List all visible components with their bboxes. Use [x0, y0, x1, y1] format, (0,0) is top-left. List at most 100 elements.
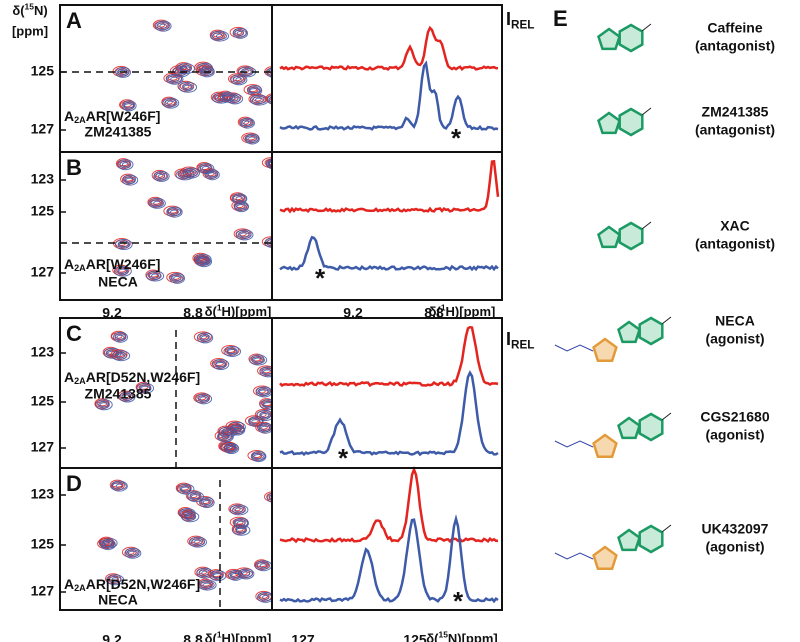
x-axis-label-part: N)[ppm] [448, 631, 498, 642]
contour [201, 570, 209, 576]
contour [265, 158, 272, 170]
contour [210, 30, 230, 42]
contour [199, 497, 215, 509]
contour [108, 575, 122, 584]
y-tick-label: 123 [31, 486, 55, 502]
contour [239, 117, 256, 129]
contour [258, 593, 272, 602]
ring [638, 412, 664, 442]
x-axis-label-part: H)[ppm] [222, 631, 272, 642]
spectrum-2d [94, 330, 272, 463]
x-tick-label: 9.2 [343, 305, 363, 321]
y-tick-label: 125 [31, 63, 55, 79]
contour [202, 500, 212, 506]
x-axis-label-part: H)[ppm] [446, 304, 496, 319]
sample-label: A2AAR[W246F] [64, 108, 160, 126]
contour [100, 539, 116, 551]
contour [267, 159, 272, 168]
contour [207, 172, 217, 178]
contour [257, 365, 272, 377]
x-axis-label-part: 1 [217, 630, 222, 640]
contour [199, 396, 208, 402]
contour [260, 425, 271, 431]
contour [147, 196, 164, 208]
contour [124, 176, 136, 185]
y-tick-label: 125 [31, 536, 55, 552]
contour [126, 549, 140, 558]
contour [220, 442, 239, 454]
contour [236, 204, 247, 210]
panel-frame [271, 317, 503, 469]
contour [199, 66, 215, 78]
contour [197, 578, 214, 590]
contour [256, 561, 271, 570]
x-axis-label: δ(1H)[ppm] [205, 303, 272, 320]
sample-label-part: 2A [74, 584, 86, 594]
contour [200, 67, 214, 76]
compound-name: XAC [720, 218, 750, 234]
x-axis-label: δ(15N)[ppm] [426, 630, 497, 642]
ring [617, 528, 641, 552]
panel-frame [271, 4, 503, 153]
contour [253, 559, 269, 571]
contour [173, 275, 182, 281]
contour [114, 333, 127, 342]
contour [230, 572, 241, 578]
contour [169, 272, 186, 284]
contour [232, 27, 249, 39]
contour [215, 33, 224, 39]
ligand-label: NECA [98, 274, 138, 290]
y-tick-label: 127 [31, 439, 55, 455]
contour [221, 93, 234, 102]
contour [212, 573, 224, 579]
ring [597, 27, 621, 51]
contour [99, 402, 109, 408]
contour [260, 412, 270, 418]
contour [227, 348, 238, 354]
contour [123, 103, 135, 109]
contour [151, 169, 168, 181]
i-rel-label: IREL [506, 9, 534, 32]
contour [166, 100, 176, 106]
contour [266, 492, 272, 501]
asterisk: * [315, 263, 326, 293]
contour [124, 547, 142, 559]
ligand-label: ZM241385 [85, 124, 152, 140]
contour [251, 356, 265, 365]
contour [113, 265, 132, 277]
contour [171, 274, 184, 283]
compound-name: Caffeine [707, 20, 762, 36]
contour [184, 512, 197, 521]
contour [117, 159, 134, 171]
trace-red [279, 325, 499, 388]
panel-letter: B [66, 155, 82, 180]
contour [266, 492, 272, 503]
contour [201, 498, 213, 507]
contour [215, 361, 227, 367]
contour [212, 571, 224, 580]
trace-blue [279, 514, 499, 604]
contour [115, 66, 131, 78]
contour [232, 75, 246, 84]
contour [190, 494, 201, 500]
contour [262, 369, 272, 375]
sample-label: A2AAR[W246F] [64, 256, 160, 274]
x-tick-label: 125 [403, 632, 427, 642]
contour [247, 136, 257, 142]
contour [227, 73, 246, 85]
bond [554, 344, 594, 352]
contour [265, 93, 272, 105]
contour [199, 164, 213, 173]
contour [236, 30, 245, 36]
contour [187, 491, 204, 503]
ring [618, 107, 644, 137]
contour [266, 94, 272, 103]
contour [231, 193, 248, 205]
contour [267, 161, 272, 167]
bond [641, 107, 652, 116]
compound-role: (agonist) [705, 331, 764, 347]
contour [115, 483, 123, 489]
contour [233, 517, 249, 529]
contour [118, 268, 128, 274]
contour [121, 174, 139, 186]
